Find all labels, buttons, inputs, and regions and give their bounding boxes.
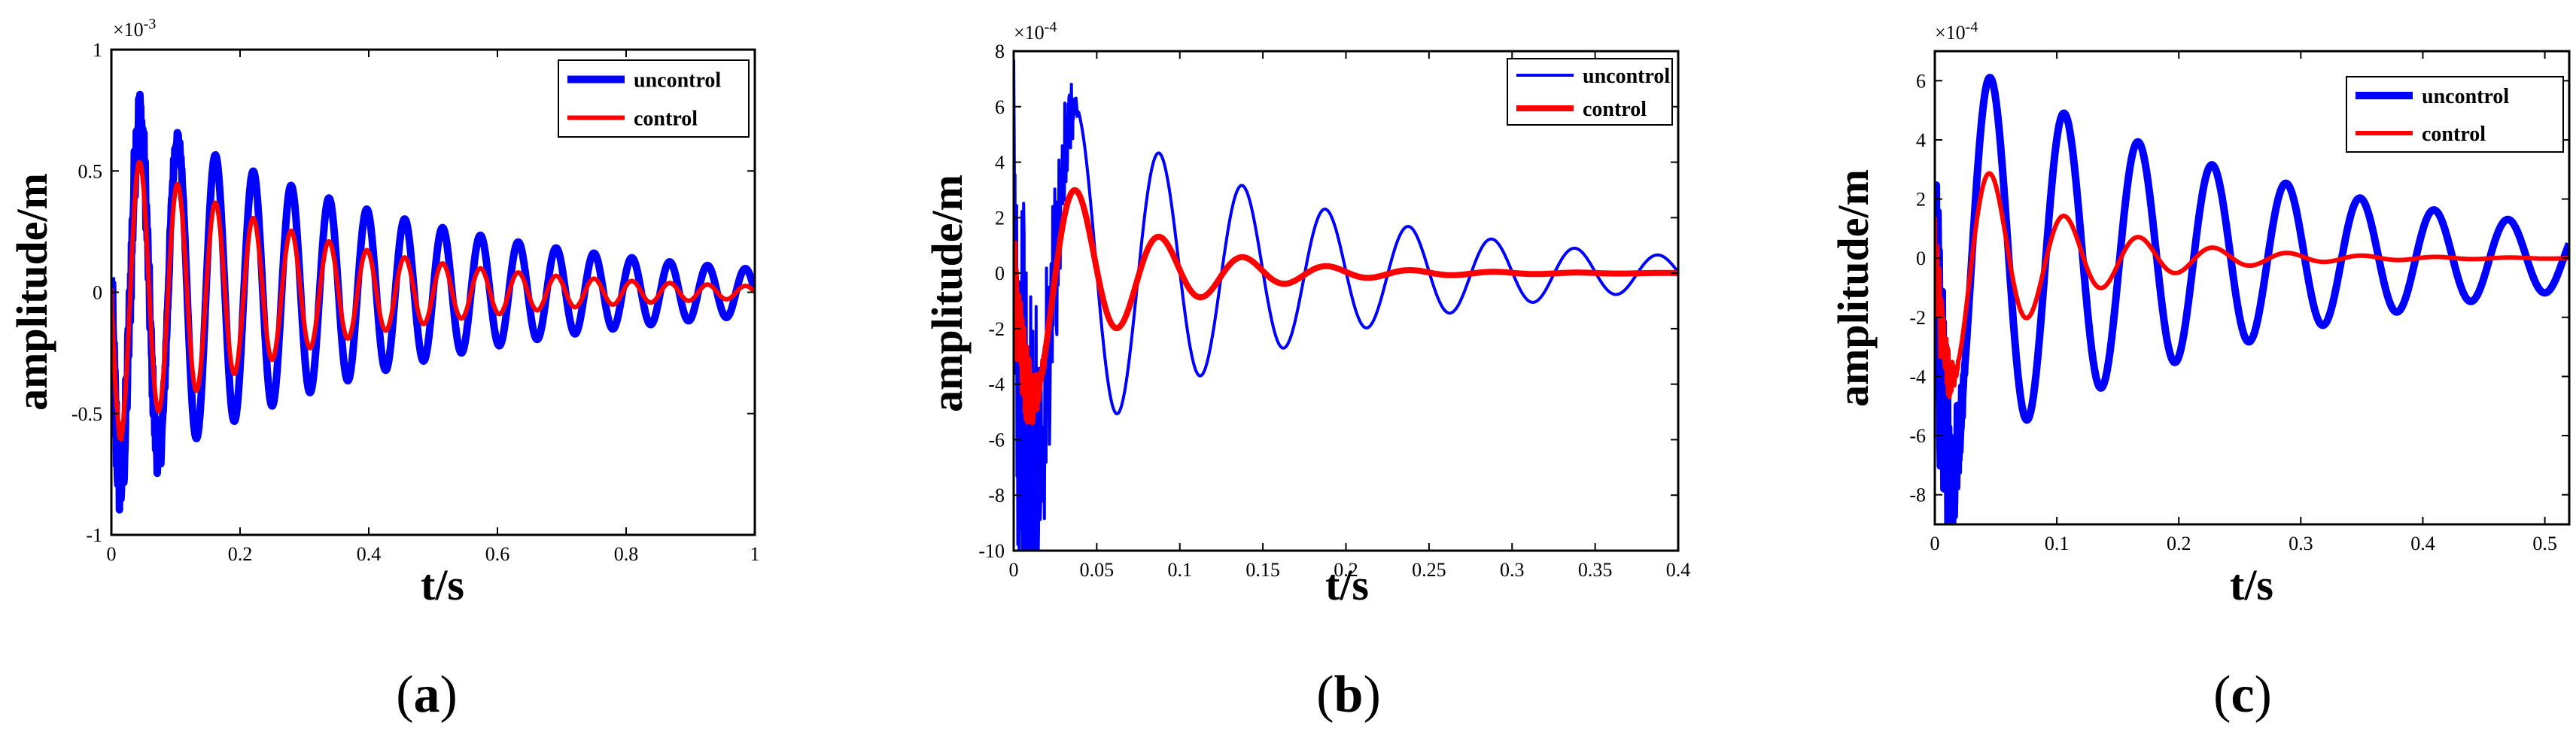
x-axis-label-c: t/s	[2230, 560, 2273, 609]
y-tick-label: 0.5	[78, 160, 103, 182]
legend-label-control: control	[634, 108, 698, 131]
plot-area-b: 0 0.05 0.1 0.15 0.2 0.25 0.3 0.35 0.4 -10 -8 -6 -4 -2…	[978, 41, 1690, 581]
series-line-control	[1935, 171, 2569, 399]
y-tick-label: 2	[1916, 189, 1926, 211]
panel-c: 0 0.1 0.2 0.3 0.4 0.5 -8 -6 -4 -2 0 2 4 6 uncontrol c…	[1829, 19, 2571, 724]
x-tick-label: 0.3	[1500, 559, 1525, 581]
legend-box	[2346, 76, 2564, 153]
legend-b: uncontrol control	[1507, 58, 1673, 126]
panel-b: 0 0.05 0.1 0.15 0.2 0.25 0.3 0.35 0.4 -10 -8 -6 -4 -2…	[923, 19, 1690, 724]
x-tick-label: 0.1	[2045, 533, 2070, 554]
x-tick-label: 0.2	[1334, 559, 1358, 581]
x-tick-label: 0	[107, 543, 117, 565]
x-tick-label: 0	[1009, 559, 1019, 581]
x-tick-label: 0.05	[1080, 559, 1115, 581]
plot-background	[1014, 51, 1678, 551]
axes-frame	[1933, 50, 2571, 526]
legend-label-control: control	[2422, 123, 2486, 146]
x-tick-label: 0.4	[1666, 559, 1691, 581]
x-axis-label-b: t/s	[1325, 560, 1369, 609]
exponent-label-a: ×10-3	[113, 16, 156, 41]
y-tick-label: -2	[988, 318, 1005, 340]
caption-b: (b)	[1316, 666, 1381, 724]
x-tick-label: 0.6	[485, 543, 510, 565]
exponent-label-b: ×10-4	[1014, 19, 1057, 44]
legend-label-uncontrol: uncontrol	[1583, 65, 1670, 88]
y-tick-label: 6	[995, 96, 1005, 118]
y-tick-label: -8	[988, 484, 1005, 506]
legend-label-uncontrol: uncontrol	[2422, 85, 2509, 108]
legend-c: uncontrol control	[2346, 76, 2564, 153]
y-tick-label: 8	[995, 41, 1005, 62]
exponent-label-c: ×10-4	[1935, 19, 1978, 44]
y-axis-label-b: amplitude/m	[923, 175, 972, 412]
legend-label-uncontrol: uncontrol	[634, 69, 721, 93]
y-tick-label: 4	[1916, 129, 1926, 151]
y-tick-label: -8	[1909, 484, 1926, 506]
y-tick-label: -4	[988, 374, 1005, 396]
legend-label-control: control	[1583, 98, 1647, 121]
y-tick-label: 6	[1916, 70, 1926, 92]
y-tick-label: 0	[995, 263, 1005, 284]
y-tick-label: 0	[93, 282, 102, 304]
series-line-uncontrol	[1935, 74, 2569, 524]
y-tick-label: -4	[1909, 366, 1926, 387]
y-tick-label: -2	[1909, 307, 1926, 329]
legend-a: uncontrol control	[558, 59, 750, 138]
x-tick-label: 0.15	[1245, 559, 1280, 581]
y-tick-label: 4	[995, 152, 1005, 174]
legend-box	[558, 59, 750, 138]
series-line-control	[111, 159, 755, 442]
y-tick-label: 2	[995, 207, 1005, 229]
x-tick-label: 0.25	[1412, 559, 1446, 581]
y-tick-label: 1	[93, 39, 102, 61]
x-tick-label: 1	[750, 543, 760, 565]
x-tick-label: 0.2	[228, 543, 253, 565]
y-tick-label: -10	[978, 540, 1005, 562]
legend-box	[1507, 58, 1673, 126]
y-tick-label: 0	[1916, 248, 1926, 269]
x-tick-label: 0.1	[1168, 559, 1193, 581]
x-tick-label: 0.35	[1578, 559, 1613, 581]
x-tick-label: 0.4	[357, 543, 382, 565]
x-tick-label: 0.3	[2289, 533, 2313, 554]
x-tick-label: 0.5	[2532, 533, 2557, 554]
x-axis-label-a: t/s	[421, 560, 464, 609]
x-tick-label: 0	[1930, 533, 1940, 554]
panel-a: 0 0.2 0.4 0.6 0.8 1 -1 -0.5 0 0.5 1 uncontrol cont…	[8, 16, 760, 724]
y-tick-label: -6	[988, 429, 1005, 451]
caption-c: (c)	[2213, 666, 2272, 724]
y-tick-label: -0.5	[71, 403, 102, 425]
series-line-control	[1014, 187, 1678, 426]
y-axis-label-c: amplitude/m	[1829, 169, 1878, 407]
x-tick-label: 0.8	[614, 543, 639, 565]
y-tick-label: -1	[86, 524, 102, 546]
x-tick-label: 0.2	[2167, 533, 2191, 554]
x-tick-label: 0.4	[2410, 533, 2435, 554]
y-tick-label: -6	[1909, 425, 1926, 447]
caption-a: (a)	[396, 666, 458, 724]
y-axis-label-a: amplitude/m	[8, 173, 56, 411]
